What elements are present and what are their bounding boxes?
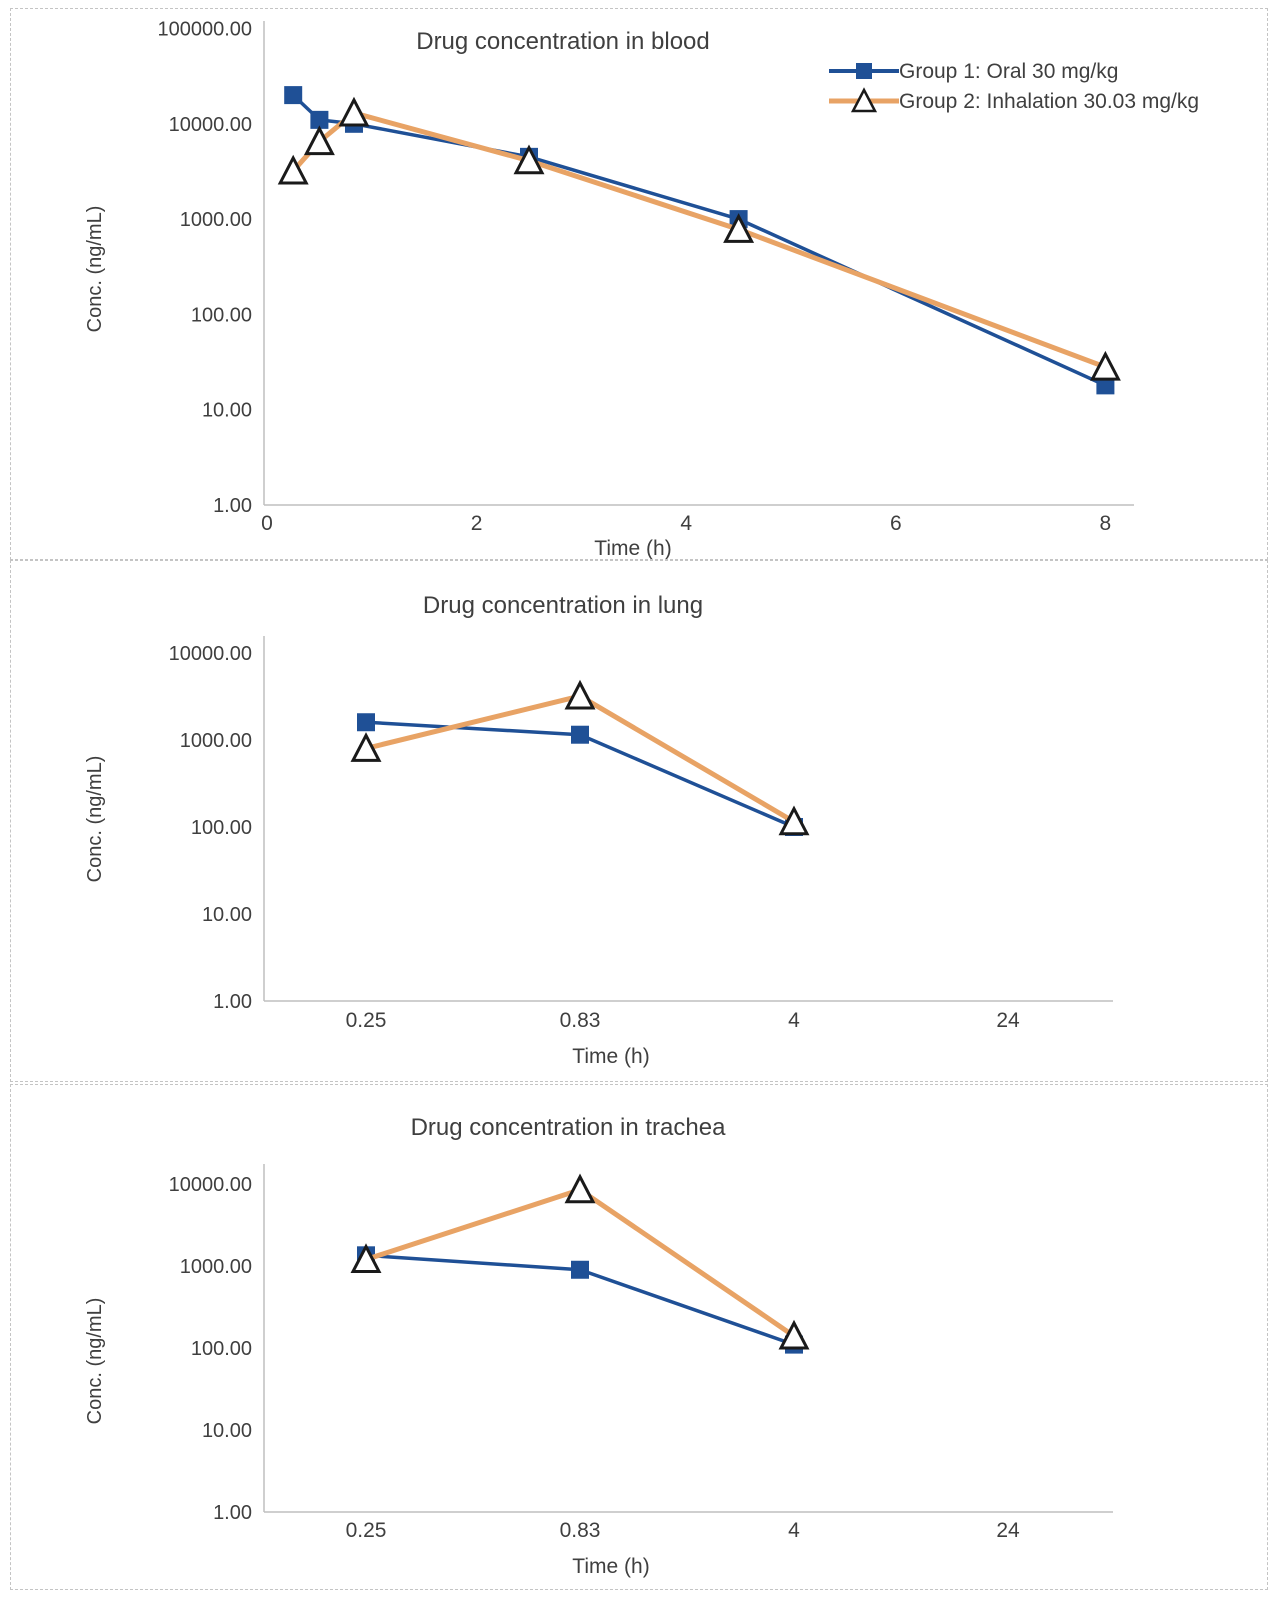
y-axis-title: Conc. (ng/mL) bbox=[84, 206, 106, 333]
y-tick-label: 10000.00 bbox=[169, 643, 252, 665]
x-tick-label: 24 bbox=[996, 1009, 1020, 1032]
chart-title: Drug concentration in trachea bbox=[411, 1114, 727, 1141]
y-tick-label: 10000.00 bbox=[169, 1174, 252, 1196]
marker-square-group1 bbox=[571, 1260, 589, 1279]
x-tick-label: 8 bbox=[1100, 512, 1112, 535]
x-tick-label: 4 bbox=[788, 1009, 800, 1032]
y-tick-label: 1000.00 bbox=[180, 1256, 252, 1278]
x-tick-label: 0.83 bbox=[560, 1519, 601, 1542]
y-tick-label: 1000.00 bbox=[180, 209, 252, 231]
marker-triangle-group2 bbox=[350, 732, 382, 762]
y-tick-label: 10000.00 bbox=[169, 114, 252, 136]
y-tick-label: 10.00 bbox=[202, 904, 252, 926]
legend-label: Group 2: Inhalation 30.03 mg/kg bbox=[899, 90, 1199, 113]
marker-triangle-group2 bbox=[564, 1173, 596, 1204]
chart-title: Drug concentration in blood bbox=[416, 28, 710, 55]
panel-lung-chart: Drug concentration in lung Conc. (ng/mL) 1… bbox=[10, 560, 1268, 1082]
x-tick-label: 6 bbox=[890, 512, 902, 535]
x-tick-label: 2 bbox=[471, 512, 483, 535]
y-tick-label: 100.00 bbox=[191, 304, 252, 326]
chart-trachea: Drug concentration in trachea Conc. (ng/m… bbox=[84, 1114, 1113, 1578]
marker-triangle-group2 bbox=[723, 213, 755, 243]
panel-trachea-chart: Drug concentration in trachea Conc. (ng/m… bbox=[10, 1084, 1268, 1590]
marker-triangle-group2 bbox=[1089, 350, 1121, 381]
marker-square-group1 bbox=[357, 713, 375, 732]
marker-triangle-group2 bbox=[338, 96, 370, 127]
x-tick-label: 4 bbox=[788, 1519, 800, 1542]
marker-triangle-group2 bbox=[513, 144, 545, 175]
marker-square-group1 bbox=[571, 725, 589, 744]
marker-triangle-group2 bbox=[778, 1319, 810, 1350]
x-tick-label: 0 bbox=[261, 512, 273, 535]
marker-square-group1 bbox=[284, 86, 303, 105]
y-tick-label: 100.00 bbox=[191, 1338, 252, 1360]
chart-title: Drug concentration in lung bbox=[423, 592, 703, 619]
marker-triangle-group2 bbox=[303, 125, 335, 156]
x-axis-title: Time (h) bbox=[572, 1555, 649, 1578]
marker-triangle-group2 bbox=[564, 679, 596, 710]
chart-blood: Drug concentration in blood Conc. (ng/mL)… bbox=[84, 19, 1199, 560]
series-line-group1 bbox=[291, 93, 1108, 388]
x-tick-label: 24 bbox=[996, 1519, 1020, 1542]
chart-lung: Drug concentration in lung Conc. (ng/mL) 1… bbox=[84, 592, 1113, 1068]
marker-square-group1 bbox=[1096, 376, 1115, 395]
y-tick-label: 1.00 bbox=[213, 1502, 252, 1524]
marker-square-group1 bbox=[310, 110, 329, 129]
y-tick-label: 1000.00 bbox=[180, 730, 252, 752]
y-tick-label: 10.00 bbox=[202, 1420, 252, 1442]
x-tick-label: 4 bbox=[680, 512, 692, 535]
x-tick-label: 0.25 bbox=[346, 1519, 387, 1542]
panel-blood-chart: Drug concentration in blood Conc. (ng/mL)… bbox=[10, 8, 1268, 560]
legend-triangle-marker bbox=[850, 87, 878, 113]
legend-label: Group 1: Oral 30 mg/kg bbox=[899, 60, 1118, 83]
y-tick-label: 10.00 bbox=[202, 400, 252, 422]
marker-triangle-group2 bbox=[277, 154, 309, 185]
legend: Group 1: Oral 30 mg/kg Group 2: Inhalatio… bbox=[829, 60, 1199, 113]
y-axis-title: Conc. (ng/mL) bbox=[84, 1298, 106, 1425]
x-axis-title: Time (h) bbox=[594, 537, 671, 559]
marker-triangle-group2 bbox=[778, 805, 810, 836]
series-line-group2 bbox=[363, 693, 797, 825]
y-axis-title: Conc. (ng/mL) bbox=[84, 756, 106, 883]
x-tick-label: 0.83 bbox=[560, 1009, 601, 1032]
x-tick-label: 0.25 bbox=[346, 1009, 387, 1032]
y-tick-label: 1.00 bbox=[213, 991, 252, 1013]
y-tick-label: 100000.00 bbox=[157, 19, 252, 41]
legend-square-marker bbox=[856, 63, 872, 79]
marker-triangle-group2 bbox=[350, 1243, 382, 1274]
y-tick-label: 1.00 bbox=[213, 495, 252, 517]
x-axis-title: Time (h) bbox=[572, 1045, 649, 1068]
y-tick-label: 100.00 bbox=[191, 817, 252, 839]
